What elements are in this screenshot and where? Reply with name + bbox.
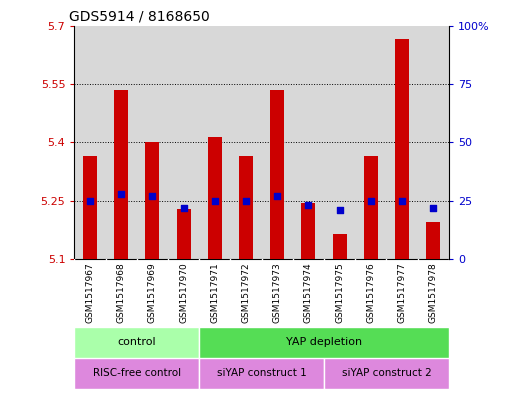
Text: GSM1517971: GSM1517971 xyxy=(210,263,220,323)
Text: GSM1517978: GSM1517978 xyxy=(429,263,438,323)
Text: RISC-free control: RISC-free control xyxy=(93,369,181,378)
Bar xyxy=(302,203,315,259)
Text: GSM1517977: GSM1517977 xyxy=(398,263,407,323)
Text: GSM1517970: GSM1517970 xyxy=(179,263,188,323)
Point xyxy=(211,198,219,204)
Point xyxy=(336,207,344,213)
Bar xyxy=(239,156,253,259)
Point xyxy=(273,193,281,199)
Bar xyxy=(324,358,449,389)
Text: siYAP construct 1: siYAP construct 1 xyxy=(217,369,306,378)
Bar xyxy=(364,156,378,259)
Point xyxy=(148,193,156,199)
Text: GSM1517974: GSM1517974 xyxy=(304,263,313,323)
Bar xyxy=(426,222,440,259)
Bar xyxy=(332,234,347,259)
Bar xyxy=(199,358,324,389)
Bar xyxy=(114,90,128,259)
Point xyxy=(86,198,94,204)
Point xyxy=(398,198,406,204)
Text: GSM1517969: GSM1517969 xyxy=(148,263,157,323)
Point xyxy=(304,202,312,209)
Bar xyxy=(395,39,409,259)
Text: GSM1517975: GSM1517975 xyxy=(335,263,344,323)
Text: YAP depletion: YAP depletion xyxy=(286,337,362,347)
Bar xyxy=(270,90,284,259)
Bar xyxy=(74,358,199,389)
Bar xyxy=(83,156,97,259)
Point xyxy=(429,205,438,211)
Bar xyxy=(208,136,222,259)
Text: siYAP construct 2: siYAP construct 2 xyxy=(342,369,431,378)
Point xyxy=(117,191,125,197)
Text: control: control xyxy=(117,337,156,347)
Bar xyxy=(176,209,191,259)
Text: GSM1517967: GSM1517967 xyxy=(86,263,94,323)
Bar xyxy=(74,327,199,358)
Text: GDS5914 / 8168650: GDS5914 / 8168650 xyxy=(69,9,210,24)
Text: GSM1517976: GSM1517976 xyxy=(366,263,376,323)
Point xyxy=(367,198,375,204)
Text: GSM1517972: GSM1517972 xyxy=(242,263,250,323)
Text: GSM1517968: GSM1517968 xyxy=(116,263,126,323)
Bar xyxy=(145,142,160,259)
Point xyxy=(180,205,188,211)
Point xyxy=(242,198,250,204)
Text: GSM1517973: GSM1517973 xyxy=(273,263,282,323)
Bar xyxy=(199,327,449,358)
